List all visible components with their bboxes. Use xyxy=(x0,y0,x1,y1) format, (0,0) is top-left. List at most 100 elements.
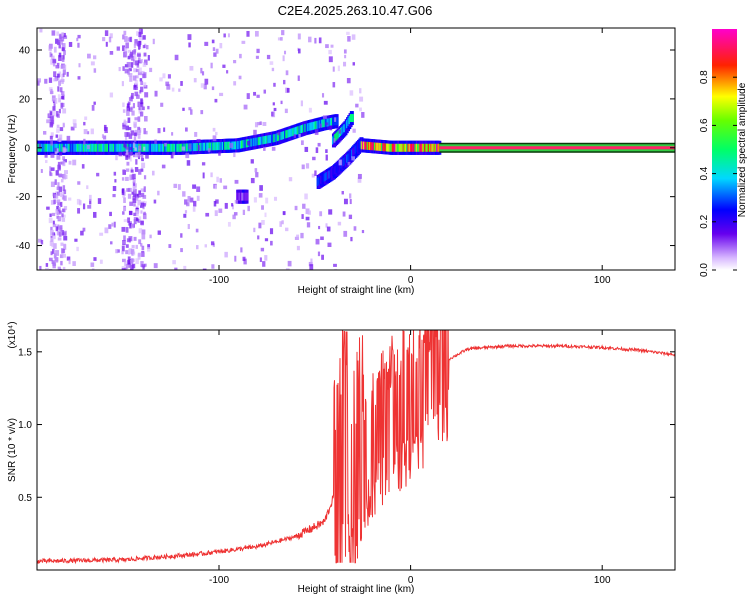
spectrogram-cell xyxy=(93,55,97,60)
spectrogram-cell xyxy=(355,103,359,108)
spectrogram-cell xyxy=(50,119,55,125)
spectrogram-cell xyxy=(63,32,66,37)
spectrogram-cell xyxy=(62,69,66,75)
spectrogram-cell xyxy=(219,92,224,97)
spectrogram-cell xyxy=(80,230,84,236)
colorbar-tick-label: 0.8 xyxy=(699,70,710,84)
spectrogram-cell xyxy=(59,254,64,259)
spectrogram-cell xyxy=(329,125,333,131)
spectrogram-cell xyxy=(103,124,107,131)
spectrogram-cell xyxy=(61,213,64,218)
spectrogram-cell xyxy=(143,52,147,57)
spectrogram-cell xyxy=(57,206,61,211)
spectrogram-cell xyxy=(50,132,54,138)
spectrogram-cell xyxy=(52,223,57,228)
spectrogram-cell xyxy=(50,251,53,256)
spectrogram-cell xyxy=(133,219,137,225)
spectrogram-cell xyxy=(277,37,282,41)
spectrogram-cell xyxy=(134,41,138,46)
spectrogram-cell xyxy=(231,203,234,207)
spectrogram-cell xyxy=(140,202,144,208)
spectrogram-cell xyxy=(260,247,265,252)
spectrogram-cell xyxy=(53,78,57,82)
spectrogram-cell xyxy=(58,231,62,237)
spectrogram-cell xyxy=(152,38,155,45)
spectrogram-cell xyxy=(126,110,130,116)
spectrogram-cell xyxy=(137,133,141,139)
spectrogram-cell xyxy=(134,147,137,151)
spectrogram-cell xyxy=(142,213,147,220)
spectrogram-cell xyxy=(121,189,125,195)
snr-x-tick-label: -100 xyxy=(209,575,229,586)
spectrogram-cell xyxy=(104,227,109,234)
spectrogram-cell xyxy=(253,129,257,136)
spectrogram-cell xyxy=(45,263,49,267)
spectrogram-cell xyxy=(259,121,262,126)
spectrogram-cell xyxy=(140,102,144,107)
spectrogram-cell xyxy=(283,50,287,55)
spectrogram-cell xyxy=(270,240,273,246)
spectrogram-cell xyxy=(118,66,121,72)
spectrogram-cell xyxy=(37,78,41,83)
spectrogram-cell xyxy=(327,242,332,248)
snr-series-line xyxy=(37,330,675,565)
spectrogram-cell xyxy=(352,62,355,66)
colorbar-ticks: 0.0 0.2 0.4 0.6 0.8 xyxy=(699,70,737,277)
spectrogram-cell xyxy=(133,48,137,53)
spectrogram-cell xyxy=(143,146,146,151)
spectrogram-cell xyxy=(147,247,151,252)
spectrogram-cell xyxy=(93,101,96,105)
spectrogram-cell xyxy=(122,34,125,40)
spectrogram-cell xyxy=(255,172,259,178)
snr-x-label: Height of straight line (km) xyxy=(298,584,415,595)
spectrogram-cell xyxy=(343,198,348,205)
spectrogram-cell xyxy=(256,48,260,54)
spectrogram-cell xyxy=(213,200,217,207)
spectrogram-cell xyxy=(326,226,331,232)
spectrogram-cell xyxy=(110,241,113,245)
spectrogram-cell xyxy=(55,38,59,44)
spectrogram-cell xyxy=(224,202,228,209)
spectrogram-cell xyxy=(204,41,209,46)
spectrogram-cell xyxy=(193,78,197,83)
spectrogram-cell xyxy=(306,222,311,228)
spectrogram-cell xyxy=(66,135,71,142)
spectrogram-cell xyxy=(77,208,81,214)
spectrogram-cell xyxy=(52,233,56,240)
spectrogram-cell xyxy=(140,80,144,86)
spectrogram-cell xyxy=(185,127,188,132)
spectrogram-y-tick-label: 0 xyxy=(24,143,30,154)
spectrogram-cell xyxy=(180,248,183,253)
spectrogram-cell xyxy=(93,257,97,261)
spectrogram-cell xyxy=(56,128,60,133)
spectrogram-cell xyxy=(244,192,249,201)
spectrogram-cell xyxy=(77,76,81,80)
spectrogram-cell xyxy=(256,94,260,98)
spectrogram-cell xyxy=(61,32,64,38)
spectrogram-cell xyxy=(347,36,351,42)
spectrogram-cell xyxy=(135,258,139,265)
spectrogram-cell xyxy=(257,235,260,240)
spectrogram-cell xyxy=(141,245,145,251)
spectrogram-cell xyxy=(62,208,66,213)
spectrogram-cell xyxy=(188,42,191,48)
snr-y-multiplier: (x10⁴) xyxy=(7,321,18,348)
spectrogram-cell xyxy=(287,260,292,267)
spectrogram-cell xyxy=(143,72,147,78)
spectrogram-cell xyxy=(48,77,53,83)
spectrogram-cell xyxy=(242,209,246,215)
spectrogram-cell xyxy=(123,197,126,204)
spectrogram-cell xyxy=(133,203,136,207)
spectrogram-cell xyxy=(264,238,269,242)
spectrogram-cell xyxy=(131,55,135,61)
spectrogram-cell xyxy=(137,129,141,135)
snr-x-tick-label: 0 xyxy=(408,575,414,586)
spectrogram-cell xyxy=(145,154,149,159)
spectrogram-cell xyxy=(359,107,362,112)
spectrogram-cell xyxy=(140,29,143,35)
spectrogram-cell xyxy=(62,253,66,258)
spectrogram-y-tick-label: -40 xyxy=(16,241,31,252)
spectrogram-cell xyxy=(202,268,207,270)
spectrogram-cell xyxy=(346,31,350,35)
spectrogram-cell xyxy=(261,219,265,225)
